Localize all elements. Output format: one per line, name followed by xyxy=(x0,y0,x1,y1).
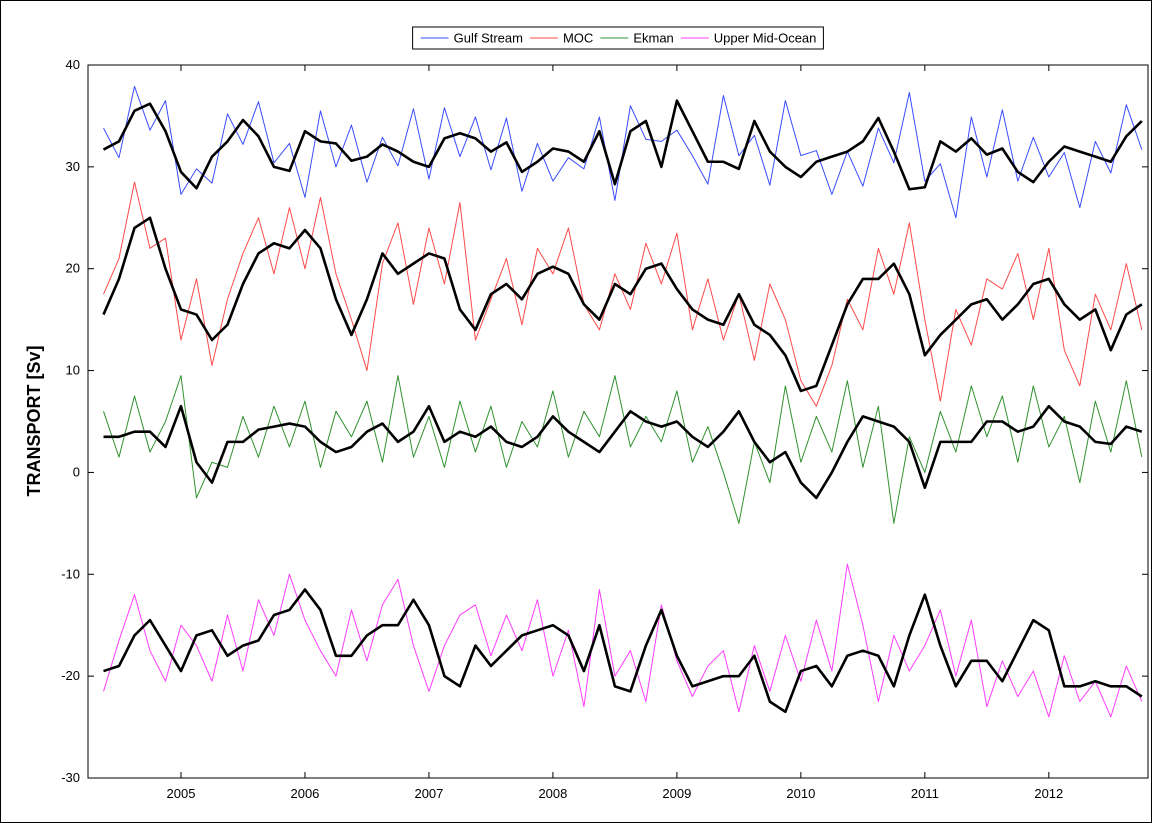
y-axis-label: TRANSPORT [Sv] xyxy=(24,345,44,496)
x-tick-label: 2008 xyxy=(538,786,567,801)
plot-frame xyxy=(87,64,1149,779)
series-line xyxy=(103,181,1143,407)
x-tick-label: 2012 xyxy=(1034,786,1063,801)
x-tick-label: 2011 xyxy=(911,786,939,801)
legend-label: Ekman xyxy=(633,31,673,46)
series-line xyxy=(103,563,1143,718)
y-tick-label: 20 xyxy=(66,261,80,276)
smoothed-line xyxy=(103,404,1143,500)
y-tick-label: 30 xyxy=(66,159,80,174)
legend-label: Upper Mid-Ocean xyxy=(714,31,817,46)
x-tick-label: 2006 xyxy=(290,786,319,801)
legend-label: Gulf Stream xyxy=(454,31,523,46)
x-tick-label: 2007 xyxy=(414,786,443,801)
legend-label: MOC xyxy=(563,31,593,46)
y-tick-label: 40 xyxy=(66,57,80,72)
series-line xyxy=(103,375,1143,524)
smoothed-line xyxy=(102,99,1143,191)
y-tick-label: -20 xyxy=(61,668,80,683)
smoothed-line xyxy=(103,588,1143,714)
y-tick-label: 0 xyxy=(73,464,80,479)
y-tick-label: -30 xyxy=(61,770,80,785)
legend: Gulf Stream MOC Ekman Upper Mid-Ocean xyxy=(412,26,824,50)
x-tick-label: 2005 xyxy=(167,786,196,801)
x-tick-label: 2010 xyxy=(786,786,815,801)
x-tick-label: 2009 xyxy=(662,786,691,801)
y-tick-label: -10 xyxy=(61,566,80,581)
smoothed-line xyxy=(102,216,1143,393)
plot-area xyxy=(102,85,1143,718)
y-tick-label: 10 xyxy=(66,363,80,378)
